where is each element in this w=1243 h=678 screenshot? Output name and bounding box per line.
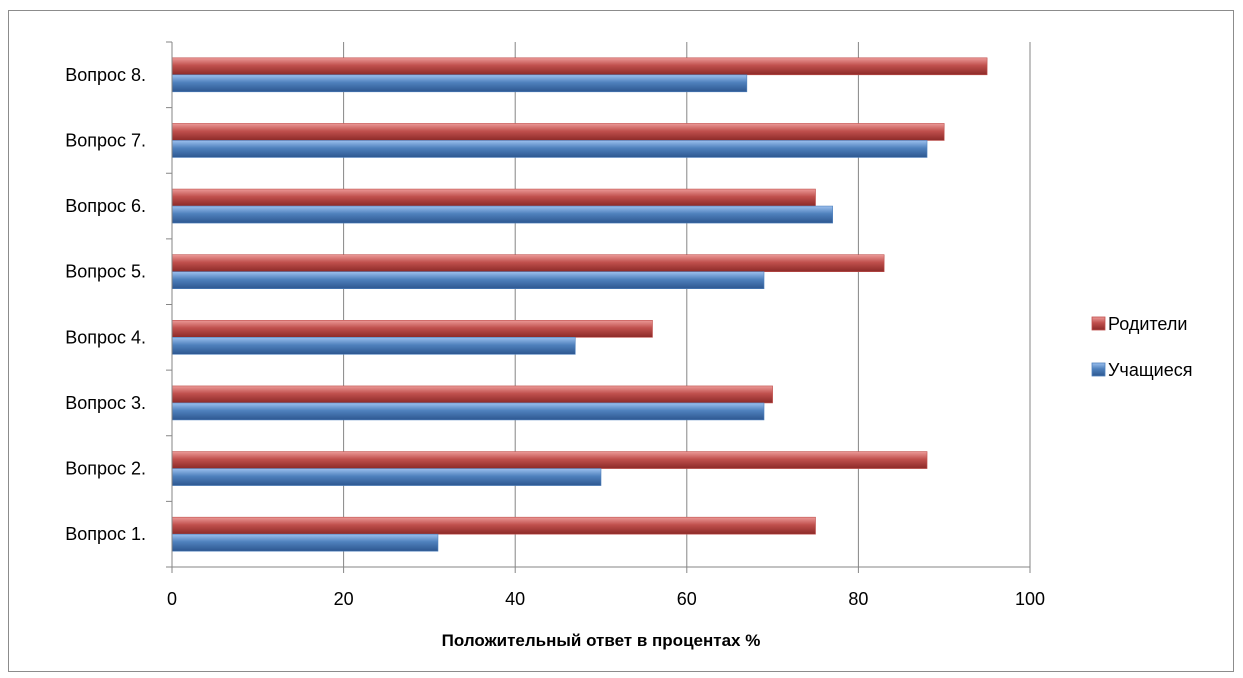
y-tick-label: Вопрос 4. xyxy=(65,327,146,347)
y-tick-label: Вопрос 3. xyxy=(65,393,146,413)
legend-swatch-students xyxy=(1091,362,1106,377)
bar-students xyxy=(171,205,833,224)
x-axis-title: Положительный ответ в процентах % xyxy=(442,631,761,650)
bar-students xyxy=(171,74,748,93)
bar-parents xyxy=(171,254,885,272)
y-tick-label: Вопрос 8. xyxy=(65,65,146,85)
legend-swatch-parents xyxy=(1091,316,1106,331)
bar-students xyxy=(171,468,602,486)
bar-parents xyxy=(171,320,653,338)
bar-students xyxy=(171,271,765,289)
y-tick-label: Вопрос 6. xyxy=(65,196,146,216)
bar-parents xyxy=(171,188,816,207)
bar-students xyxy=(171,140,928,158)
bar-parents xyxy=(171,57,988,76)
y-tick-label: Вопрос 5. xyxy=(65,262,146,282)
x-tick-label: 60 xyxy=(677,589,697,609)
x-tick-label: 20 xyxy=(334,589,354,609)
bar-parents xyxy=(171,451,928,469)
bar-students xyxy=(171,337,576,355)
bar-students xyxy=(171,533,439,552)
bars xyxy=(171,57,988,552)
x-tick-label: 100 xyxy=(1015,589,1045,609)
gridlines xyxy=(343,42,1031,567)
axes xyxy=(166,41,1031,573)
legend-label-parents: Родители xyxy=(1108,314,1187,334)
legend-label-students: Учащиеся xyxy=(1108,360,1192,380)
y-tick-label: Вопрос 1. xyxy=(65,524,146,544)
bar-students xyxy=(171,402,765,421)
x-tick-label: 40 xyxy=(505,589,525,609)
bar-parents xyxy=(171,123,945,141)
tick-labels: 0 20 40 60 80 100 Вопрос 1. Вопрос 2. Вопрос 3. В… xyxy=(65,65,1045,609)
y-tick-label: Вопрос 2. xyxy=(65,459,146,479)
legend: Родители Учащиеся xyxy=(1091,314,1192,380)
bar-parents xyxy=(171,516,816,535)
x-tick-label: 0 xyxy=(167,589,177,609)
x-tick-label: 80 xyxy=(848,589,868,609)
y-tick-label: Вопрос 7. xyxy=(65,130,146,150)
bar-parents xyxy=(171,385,773,404)
